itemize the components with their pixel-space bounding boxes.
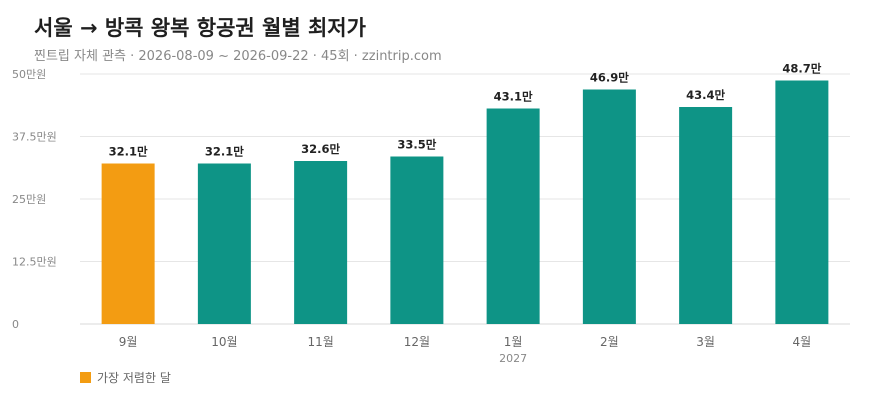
bar (486, 108, 540, 324)
x-tick-label: 11월 (307, 335, 333, 349)
bar (197, 163, 251, 324)
data-label: 32.1만 (109, 145, 148, 159)
y-tick-label: 37.5만원 (12, 131, 57, 144)
legend: 가장 저렴한 달 (80, 369, 171, 386)
x-tick-label: 10월 (211, 335, 237, 349)
data-label: 32.6만 (301, 142, 340, 156)
chart-subtitle: 찐트립 자체 관측 · 2026-08-09 ~ 2026-09-22 · 45… (34, 49, 442, 64)
bar (294, 161, 348, 324)
y-tick-label: 50만원 (12, 68, 46, 81)
x-tick-label: 12월 (404, 335, 430, 349)
bar (101, 163, 155, 324)
chart-title: 서울 → 방콕 왕복 항공권 월별 최저가 (34, 16, 366, 40)
legend-label: 가장 저렴한 달 (97, 371, 171, 385)
bar (582, 89, 636, 324)
x-tick-label: 3월 (696, 335, 715, 349)
x-tick-label: 4월 (793, 335, 812, 349)
y-tick-label: 0 (12, 318, 19, 331)
x-tick-sublabel: 2027 (499, 352, 527, 365)
bar (775, 80, 829, 324)
x-tick-label: 9월 (119, 335, 138, 349)
data-label: 33.5만 (397, 138, 436, 152)
data-label: 48.7만 (782, 62, 821, 76)
legend-swatch (80, 372, 91, 383)
x-tick-label: 2월 (600, 335, 619, 349)
data-label: 32.1만 (205, 145, 244, 159)
bar (679, 107, 733, 324)
bar (390, 156, 444, 324)
data-label: 43.1만 (494, 90, 533, 104)
data-label: 43.4만 (686, 88, 725, 102)
data-label: 46.9만 (590, 71, 629, 85)
y-tick-label: 12.5만원 (12, 256, 57, 269)
y-tick-label: 25만원 (12, 193, 46, 206)
x-tick-label: 1월 (504, 335, 523, 349)
